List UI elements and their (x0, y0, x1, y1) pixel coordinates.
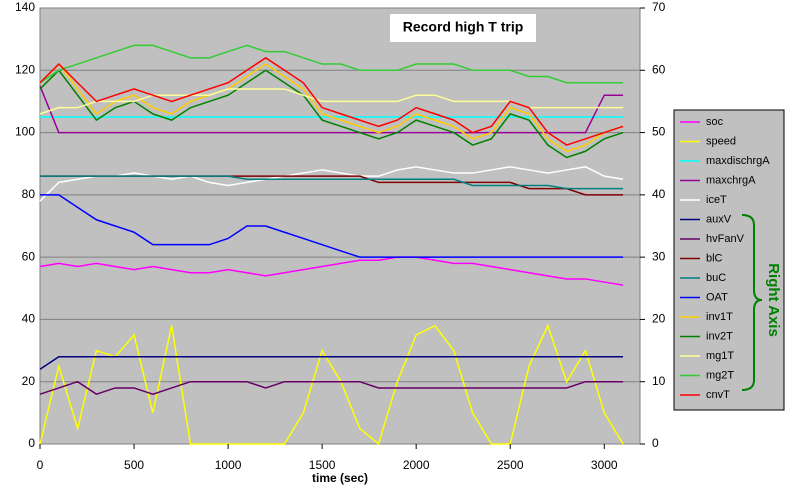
x-tick-label: 2500 (497, 458, 524, 472)
y-tick-label: 0 (28, 436, 35, 450)
series-line (40, 194, 624, 258)
legend-label: buC (706, 272, 726, 284)
y2-tick-label: 70 (652, 0, 666, 14)
legend-box (673, 109, 785, 411)
y2-tick-label: 50 (652, 125, 666, 139)
x-tick-label: 0 (37, 458, 44, 472)
y2-tick-label: 40 (652, 187, 666, 201)
legend-label: hvFanV (706, 233, 745, 245)
legend-label: blC (706, 252, 723, 264)
y2-tick-label: 0 (652, 436, 659, 450)
legend-label: auxV (706, 213, 732, 225)
legend-label: OAT (706, 291, 728, 303)
y-tick-label: 140 (15, 0, 35, 14)
y-tick-label: 120 (15, 62, 35, 76)
legend-label: speed (706, 135, 736, 147)
series-line (40, 175, 624, 190)
legend-label: inv1T (706, 311, 733, 323)
series-line (39, 323, 624, 446)
x-tick-label: 1000 (215, 458, 242, 472)
legend-label: mg1T (706, 350, 734, 362)
series-line (39, 85, 624, 134)
y-tick-label: 40 (22, 312, 36, 326)
annotation: Right Axis (765, 263, 782, 337)
series-line (39, 166, 624, 202)
title-box (390, 14, 536, 42)
x-axis-title: time (sec) (312, 471, 368, 485)
series-line (39, 380, 624, 395)
series-line (39, 56, 624, 146)
legend-label: maxdischrgA (706, 155, 770, 167)
y-tick-label: 20 (22, 374, 36, 388)
legend-label: maxchrgA (706, 174, 756, 186)
x-tick-label: 3000 (591, 458, 618, 472)
y-tick-label: 60 (22, 249, 36, 263)
y2-tick-label: 60 (652, 62, 666, 76)
legend-label: mg2T (706, 369, 734, 381)
legend-label: iceT (706, 194, 727, 206)
bracket (741, 214, 763, 391)
plot (39, 7, 640, 446)
y2-tick-label: 20 (652, 312, 666, 326)
y2-tick-label: 10 (652, 374, 666, 388)
x-tick-label: 500 (124, 458, 144, 472)
y-tick-label: 100 (15, 125, 35, 139)
legend-label: soc (706, 116, 724, 128)
series-line (39, 69, 624, 159)
legend-label: cnvT (706, 389, 730, 401)
series-line (39, 44, 624, 84)
chart-title: Record high T trip (403, 19, 524, 35)
plot-area (39, 7, 641, 445)
legend-label: inv2T (706, 330, 733, 342)
y-tick-label: 80 (22, 187, 36, 201)
series-line (39, 62, 624, 153)
y2-tick-label: 30 (652, 249, 666, 263)
x-tick-label: 2000 (403, 458, 430, 472)
x-tick-label: 1500 (309, 458, 336, 472)
series-line (39, 256, 624, 286)
series-line (39, 356, 624, 370)
